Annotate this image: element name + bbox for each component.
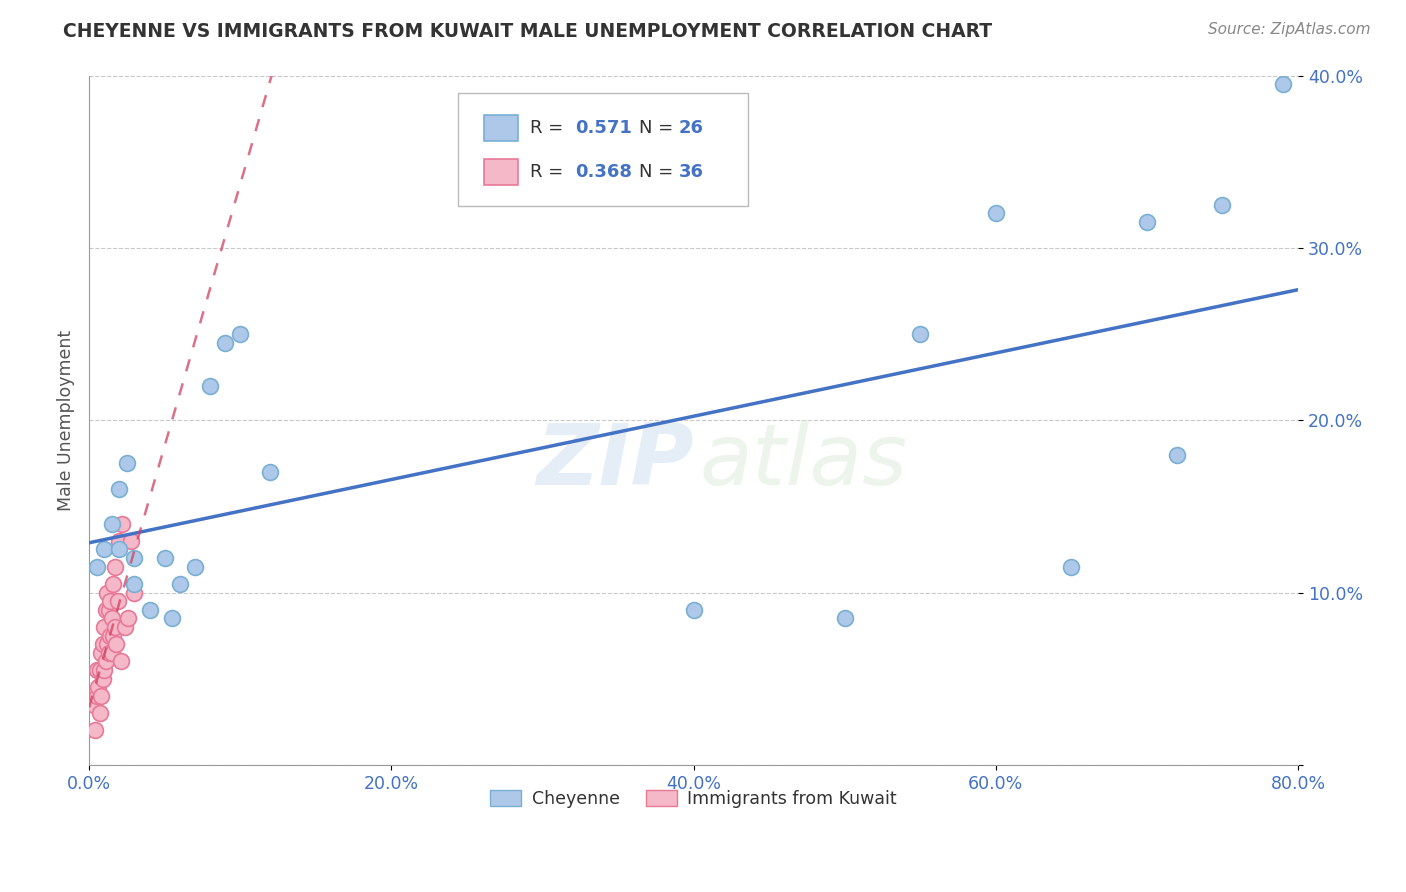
Point (103, 577, 125, 591)
Text: 36: 36 (679, 162, 704, 180)
Point (91, 672, 114, 686)
Point (89, 663, 111, 677)
Point (1271, 77, 1294, 91)
Point (100, 646, 122, 660)
Y-axis label: Male Unemployment: Male Unemployment (58, 330, 75, 511)
Point (97, 603, 120, 617)
Point (138, 603, 160, 617)
Point (184, 559, 207, 574)
Point (86, 663, 108, 677)
Point (96, 585, 118, 599)
Point (1136, 215, 1159, 229)
Point (682, 603, 704, 617)
Point (124, 585, 146, 599)
Point (90, 689, 112, 703)
Text: CHEYENNE VS IMMIGRANTS FROM KUWAIT MALE UNEMPLOYMENT CORRELATION CHART: CHEYENNE VS IMMIGRANTS FROM KUWAIT MALE … (63, 22, 993, 41)
Point (105, 637, 128, 651)
Point (104, 559, 127, 574)
Point (108, 482, 131, 496)
Text: 0.368: 0.368 (575, 162, 633, 180)
Point (96, 637, 118, 651)
FancyBboxPatch shape (485, 114, 519, 141)
Point (160, 611, 183, 625)
Text: atlas: atlas (700, 420, 908, 503)
Point (87, 681, 110, 695)
Legend: Cheyenne, Immigrants from Kuwait: Cheyenne, Immigrants from Kuwait (484, 782, 904, 814)
Point (124, 577, 146, 591)
Point (107, 594, 129, 608)
Point (97, 646, 120, 660)
Text: Source: ZipAtlas.com: Source: ZipAtlas.com (1208, 22, 1371, 37)
Point (110, 655, 132, 669)
Point (198, 378, 221, 392)
Text: N =: N = (640, 119, 679, 136)
Point (93, 620, 115, 634)
Point (108, 542, 131, 557)
Point (1211, 198, 1233, 212)
Point (153, 551, 176, 566)
Point (834, 611, 856, 625)
Point (100, 611, 122, 625)
Text: R =: R = (530, 119, 569, 136)
Point (90, 646, 112, 660)
Point (91, 637, 114, 651)
Point (111, 516, 134, 531)
Point (100, 516, 122, 531)
Point (84, 723, 107, 738)
Point (94, 603, 117, 617)
Point (93, 663, 115, 677)
Point (117, 611, 139, 625)
Point (89, 706, 111, 721)
Point (124, 551, 146, 566)
Text: ZIP: ZIP (536, 420, 693, 503)
Point (169, 577, 191, 591)
Text: R =: R = (530, 162, 569, 180)
Text: 0.571: 0.571 (575, 119, 631, 136)
Point (83, 698, 105, 712)
Point (86, 559, 108, 574)
Text: 26: 26 (679, 119, 704, 136)
Point (214, 335, 236, 350)
Point (93, 542, 115, 557)
Point (98, 594, 121, 608)
Text: N =: N = (640, 162, 679, 180)
Point (1060, 559, 1083, 574)
Point (984, 206, 1007, 220)
Point (94, 655, 117, 669)
Point (115, 456, 138, 470)
Point (120, 533, 142, 548)
Point (86, 689, 108, 703)
FancyBboxPatch shape (485, 159, 519, 185)
FancyBboxPatch shape (458, 93, 748, 206)
Point (98, 629, 121, 643)
Point (910, 326, 932, 341)
Point (1166, 448, 1188, 462)
Point (108, 533, 131, 548)
Point (104, 620, 127, 634)
Point (114, 620, 136, 634)
Point (103, 629, 125, 643)
Point (259, 465, 281, 479)
Point (229, 326, 252, 341)
